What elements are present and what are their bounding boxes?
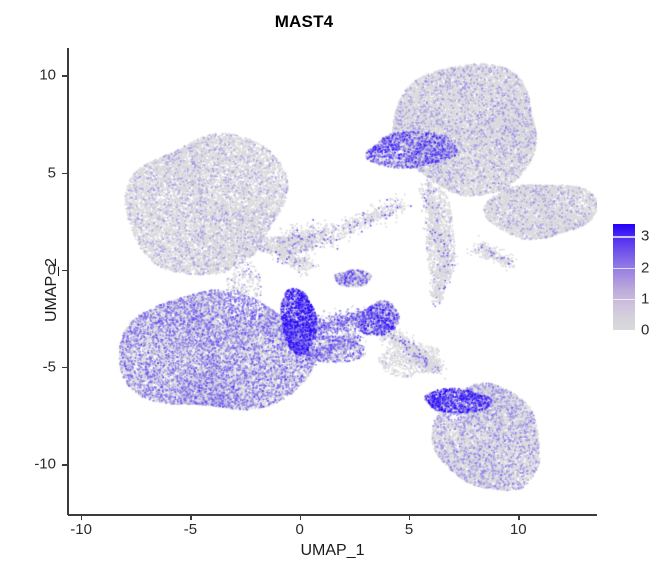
x-tick-mark	[518, 515, 520, 520]
x-tick-mark	[190, 515, 192, 520]
colorbar-label: 1	[641, 290, 650, 308]
colorbar-label: 3	[641, 227, 650, 245]
x-tick-mark	[81, 515, 83, 520]
x-axis-line	[68, 514, 597, 516]
page-title: MAST4	[274, 12, 334, 31]
color-legend: 3 2 1 0	[613, 224, 649, 339]
y-tick-mark	[62, 269, 67, 272]
colorbar-label: 2	[641, 259, 650, 277]
x-tick-mark	[299, 515, 301, 520]
colorbar-gradient	[613, 224, 635, 330]
y-tick-label: -5	[42, 358, 56, 376]
colorbar-tick	[613, 267, 635, 270]
y-tick-label: 5	[47, 164, 56, 182]
x-axis-label: UMAP_1	[300, 542, 365, 559]
y-tick-mark	[62, 464, 67, 466]
x-tick-label: 0	[295, 521, 304, 538]
y-tick-mark	[62, 172, 67, 174]
x-tick-label: 5	[404, 521, 414, 538]
y-tick-label: 0	[47, 261, 56, 279]
x-tick-mark	[409, 515, 411, 520]
colorbar-label: 0	[641, 321, 650, 339]
x-tick-label: -10	[70, 521, 92, 538]
y-axis-line	[67, 48, 69, 515]
y-tick-mark	[62, 367, 67, 369]
scatter-canvas	[68, 48, 597, 515]
y-tick-label: -10	[34, 455, 56, 473]
x-tick-label: 10	[509, 521, 527, 538]
colorbar-tick	[613, 236, 635, 239]
y-tick-mark	[62, 75, 67, 77]
y-axis-label: UMAP_2	[43, 257, 60, 323]
x-tick-label: -5	[183, 521, 198, 538]
y-tick-label: 10	[39, 66, 56, 84]
plot-area	[68, 48, 597, 515]
colorbar-tick	[613, 298, 635, 301]
